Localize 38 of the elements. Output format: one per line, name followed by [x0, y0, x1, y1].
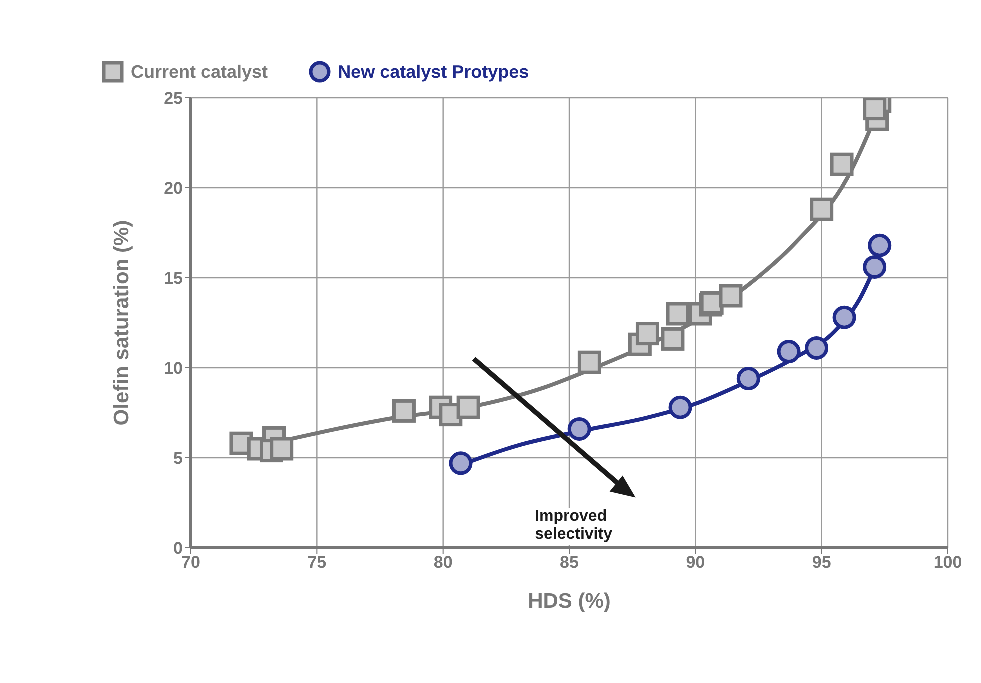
y-tick-label: 10: [164, 359, 183, 378]
point: [456, 396, 480, 420]
point: [863, 98, 887, 121]
point: [668, 396, 692, 420]
legend-label: Current catalyst: [131, 62, 268, 82]
point: [863, 255, 887, 279]
x-tick-label: 70: [182, 553, 200, 572]
point: [868, 234, 892, 258]
y-tick-label: 0: [174, 539, 183, 558]
point: [810, 198, 834, 222]
x-tick-label: 85: [560, 553, 579, 572]
point: [661, 327, 685, 351]
point: [666, 302, 690, 326]
annotation: Improved selectivity: [535, 508, 646, 545]
point: [270, 437, 294, 461]
point: [736, 367, 760, 391]
y-tick-label: 5: [174, 449, 183, 468]
point: [568, 417, 592, 441]
point: [636, 322, 660, 346]
point: [805, 336, 829, 360]
point: [578, 350, 602, 374]
point: [719, 284, 743, 308]
point: [777, 340, 801, 364]
x-tick-label: 90: [686, 553, 706, 572]
y-axis-title: Olefin saturation (%): [110, 220, 134, 426]
y-tick-label: 15: [164, 269, 183, 288]
legend-label: New catalyst Protypes: [338, 62, 530, 82]
x-tick-label: 100: [934, 553, 962, 572]
point: [392, 399, 416, 423]
y-tick-label: 25: [164, 89, 183, 108]
point: [449, 452, 473, 476]
x-tick-label: 75: [308, 553, 327, 572]
x-tick-label: 95: [812, 553, 832, 572]
x-axis-title: HDS (%): [528, 590, 611, 613]
y-tick-label: 20: [164, 179, 183, 198]
x-tick-label: 80: [434, 553, 453, 572]
point: [832, 306, 856, 330]
point: [830, 152, 854, 176]
